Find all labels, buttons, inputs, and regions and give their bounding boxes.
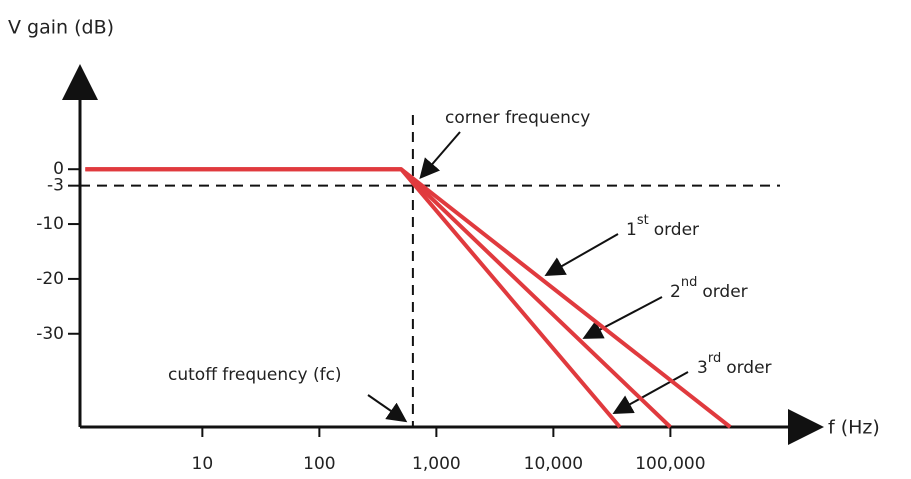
- arrow: [548, 234, 618, 274]
- x-tick-label: 10: [192, 454, 214, 474]
- y-tick-label: -30: [36, 324, 64, 344]
- arrow: [422, 132, 460, 176]
- y-tick-label: -20: [36, 269, 64, 289]
- arrow: [616, 372, 688, 412]
- response-line: [85, 169, 620, 427]
- y-tick-label: -3: [47, 176, 64, 196]
- annotation: corner frequency: [445, 108, 590, 128]
- response-line: [85, 169, 670, 427]
- y-axis-label: V gain (dB): [8, 17, 114, 39]
- x-tick-label: 1,000: [412, 454, 461, 474]
- y-tick-label: -10: [36, 214, 64, 234]
- x-tick-label: 10,000: [524, 454, 583, 474]
- arrow: [586, 297, 662, 337]
- x-tick-label: 100: [303, 454, 335, 474]
- response-line: [85, 169, 730, 427]
- chart: V gain (dB) f (Hz) corner frequency cuto…: [0, 0, 911, 479]
- arrow: [368, 395, 404, 420]
- annotation: cutoff frequency (fc): [168, 365, 342, 385]
- x-axis-label: f (Hz): [828, 417, 880, 439]
- x-tick-label: 100,000: [635, 454, 705, 474]
